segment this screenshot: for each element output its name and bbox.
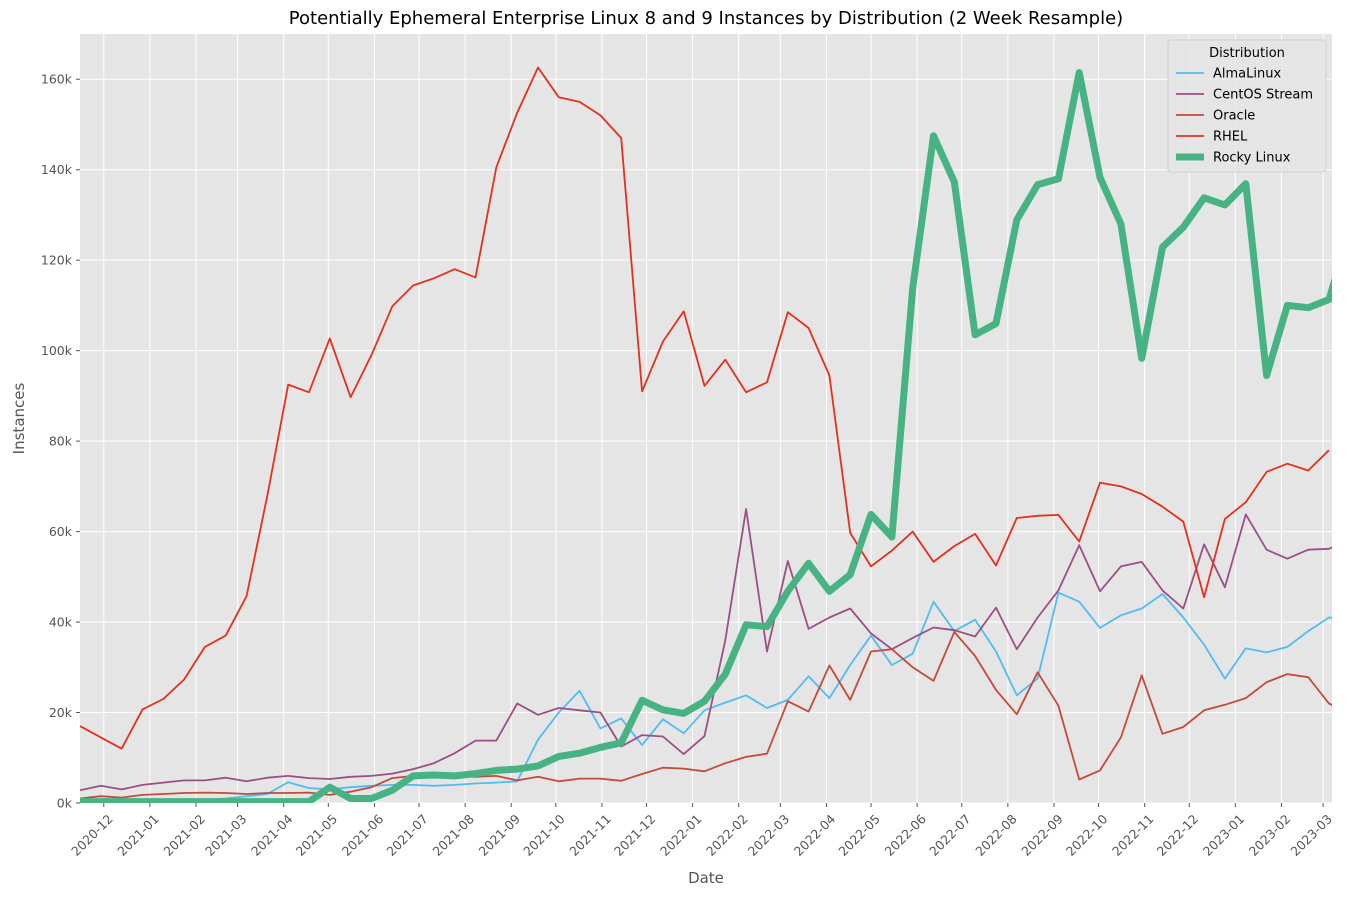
chart-title: Potentially Ephemeral Enterprise Linux 8… [289, 8, 1123, 29]
legend-label: RHEL [1213, 130, 1248, 145]
x-tick-label: 2021-02 [160, 811, 208, 859]
x-tick-label: 2022-11 [1109, 811, 1157, 859]
y-tick-label: 120k [41, 253, 73, 268]
x-tick-label: 2022-01 [657, 811, 705, 859]
series-line-rhel [80, 66, 1330, 750]
x-tick-label: 2021-10 [520, 811, 568, 859]
legend-title: Distribution [1209, 46, 1285, 61]
legend-label: Rocky Linux [1213, 151, 1291, 166]
y-tick-label: 60k [49, 524, 73, 539]
x-axis-ticks: 2020-122021-012021-022021-032021-042021-… [68, 803, 1335, 859]
x-tick-label: 2021-08 [429, 811, 477, 859]
x-tick-label: 2021-01 [114, 811, 162, 859]
series-line-oracle [80, 631, 1332, 800]
y-axis-label: Instances [10, 383, 28, 455]
x-tick-label: 2021-04 [248, 811, 296, 859]
y-tick-label: 0k [57, 796, 73, 811]
y-tick-label: 140k [41, 162, 73, 177]
y-tick-label: 160k [41, 72, 73, 87]
x-tick-label: 2022-10 [1063, 811, 1111, 859]
x-tick-label: 2023-02 [1246, 811, 1294, 859]
y-tick-label: 100k [41, 343, 73, 358]
x-tick-label: 2023-03 [1287, 811, 1335, 859]
x-tick-label: 2022-05 [835, 811, 883, 859]
y-tick-label: 20k [49, 705, 73, 720]
x-tick-label: 2022-02 [703, 811, 751, 859]
y-tick-label: 80k [49, 434, 73, 449]
series-layer [80, 66, 1332, 803]
x-tick-label: 2021-03 [202, 811, 250, 859]
x-tick-label: 2022-06 [882, 811, 930, 859]
x-tick-label: 2021-05 [293, 811, 341, 859]
legend: Distribution AlmaLinux CentOS Stream Oracl… [1167, 39, 1327, 173]
x-tick-label: 2022-04 [791, 811, 839, 859]
series-line-almalinux [80, 591, 1332, 802]
x-axis-label: Date [688, 869, 724, 887]
x-tick-label: 2022-07 [926, 811, 974, 859]
legend-box [1167, 39, 1327, 173]
x-tick-label: 2021-09 [476, 811, 524, 859]
x-tick-label: 2022-08 [972, 811, 1020, 859]
x-tick-label: 2022-03 [745, 811, 793, 859]
y-axis-ticks: 0k 20k 40k 60k 80k 100k 120k 140k 160k [41, 72, 80, 811]
grid [80, 34, 1332, 804]
x-tick-label: 2020-12 [68, 811, 116, 859]
x-tick-label: 2023-01 [1200, 811, 1248, 859]
plot-background [80, 34, 1332, 803]
x-tick-label: 2022-12 [1154, 811, 1202, 859]
x-tick-label: 2022-09 [1018, 811, 1066, 859]
legend-label: Oracle [1213, 109, 1255, 124]
x-tick-label: 2021-11 [566, 811, 614, 859]
y-tick-label: 40k [49, 615, 73, 630]
legend-label: AlmaLinux [1213, 67, 1281, 82]
x-tick-label: 2021-07 [383, 811, 431, 859]
x-tick-label: 2021-12 [611, 811, 659, 859]
series-line-rocky-linux [80, 69, 1332, 803]
x-tick-label: 2021-06 [339, 811, 387, 859]
legend-label: CentOS Stream [1213, 88, 1313, 103]
